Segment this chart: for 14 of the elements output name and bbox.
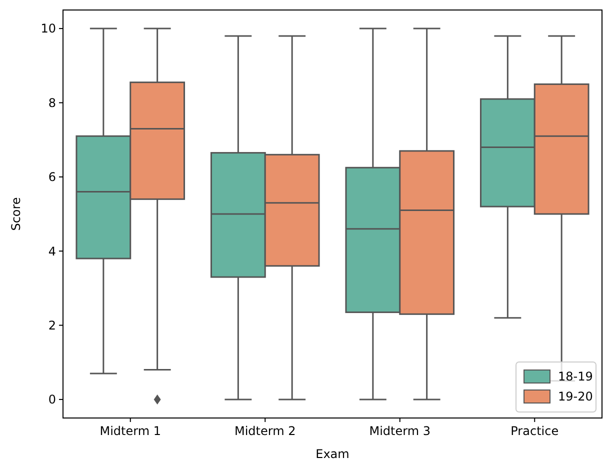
x-tick-label: Midterm 2 (234, 424, 296, 438)
legend-label: 19-20 (558, 390, 593, 404)
x-tick-label: Midterm 1 (100, 424, 162, 438)
y-tick-label: 0 (48, 392, 56, 407)
y-axis-title: Score (9, 197, 23, 231)
y-tick-label: 8 (48, 96, 56, 110)
y-tick-label: 4 (48, 244, 56, 258)
x-axis-title: Exam (316, 447, 350, 461)
y-tick-label: 6 (48, 170, 56, 184)
x-tick-label: Practice (510, 424, 559, 438)
x-tick-label: Midterm 3 (369, 424, 431, 438)
legend-label: 18-19 (558, 370, 593, 384)
y-tick-label: 2 (48, 318, 56, 332)
y-tick-label: 10 (40, 22, 56, 36)
